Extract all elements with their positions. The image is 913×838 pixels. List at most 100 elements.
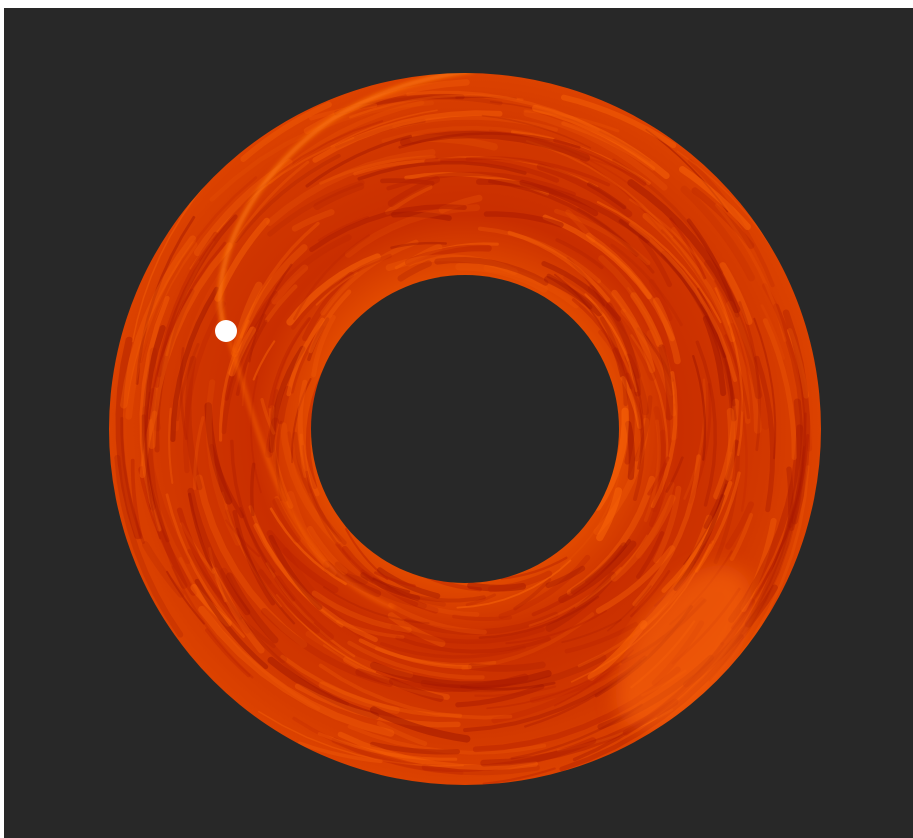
filament xyxy=(388,602,487,635)
filament xyxy=(686,218,740,318)
filament xyxy=(286,253,381,326)
filament xyxy=(171,565,254,679)
filament xyxy=(380,642,526,659)
filament xyxy=(455,684,545,708)
filament xyxy=(513,577,552,611)
spiral-wake-inner xyxy=(224,330,395,610)
filament xyxy=(135,216,196,385)
filament xyxy=(519,179,599,217)
filament xyxy=(683,378,707,500)
filament xyxy=(635,481,675,559)
filament xyxy=(209,444,245,519)
filament xyxy=(650,371,678,509)
filament xyxy=(185,356,203,491)
filament xyxy=(713,398,739,500)
filament xyxy=(646,329,678,441)
filament xyxy=(467,661,546,672)
filament xyxy=(335,118,426,149)
filament xyxy=(294,683,461,728)
filament xyxy=(400,130,590,162)
filament xyxy=(593,417,650,535)
filament xyxy=(754,355,776,513)
filament xyxy=(692,355,707,461)
filament xyxy=(176,507,250,634)
filament xyxy=(612,347,635,465)
filament xyxy=(620,375,643,430)
filament xyxy=(360,569,446,607)
filament xyxy=(713,440,740,565)
filament xyxy=(250,462,256,517)
filament xyxy=(421,737,597,772)
filament xyxy=(714,287,744,456)
filament xyxy=(377,567,441,599)
filament xyxy=(627,179,741,314)
filament xyxy=(598,255,675,396)
filament xyxy=(208,547,227,603)
filament xyxy=(566,475,656,596)
filament xyxy=(302,271,355,342)
disk-image xyxy=(4,8,913,838)
filament xyxy=(434,256,549,286)
filament xyxy=(731,434,810,630)
filament xyxy=(219,319,250,442)
filament xyxy=(594,407,629,511)
filament xyxy=(266,149,436,226)
filament xyxy=(309,103,378,121)
filament xyxy=(392,115,558,132)
filament xyxy=(546,273,593,310)
filament xyxy=(265,562,356,658)
filament xyxy=(225,519,260,558)
filament xyxy=(610,243,683,327)
filament xyxy=(671,226,751,424)
filament xyxy=(579,159,664,235)
filament xyxy=(397,260,432,282)
filament xyxy=(405,244,492,266)
filament xyxy=(131,178,210,343)
filament xyxy=(554,273,622,378)
filament xyxy=(630,292,663,348)
filament xyxy=(460,681,556,691)
filament xyxy=(532,104,670,180)
filament xyxy=(395,635,551,654)
filament xyxy=(482,767,556,785)
filament xyxy=(142,406,191,565)
filament xyxy=(385,254,518,276)
filament xyxy=(404,172,550,196)
filament xyxy=(702,315,727,397)
filament xyxy=(180,522,215,574)
filament xyxy=(270,389,288,502)
filament xyxy=(507,230,611,303)
filament xyxy=(234,160,310,243)
filament xyxy=(221,491,282,608)
filament xyxy=(587,157,646,182)
filament xyxy=(386,171,576,197)
filament xyxy=(240,101,332,162)
filament xyxy=(598,329,644,431)
filament xyxy=(139,410,158,479)
filament xyxy=(545,565,586,589)
filament xyxy=(148,242,233,449)
filament xyxy=(773,303,807,531)
filament xyxy=(347,640,485,680)
filament xyxy=(634,395,653,462)
filament xyxy=(305,134,412,188)
filament xyxy=(403,611,559,635)
filament xyxy=(138,466,198,596)
filament xyxy=(597,280,627,313)
filament xyxy=(214,217,270,302)
filament xyxy=(585,232,675,342)
filament xyxy=(740,411,748,512)
filament xyxy=(311,314,336,378)
filament xyxy=(221,313,267,435)
filament xyxy=(648,278,673,322)
filament xyxy=(628,222,738,382)
filament xyxy=(725,407,736,481)
filament xyxy=(195,474,308,648)
filament xyxy=(610,494,676,582)
filament xyxy=(154,288,195,453)
filament xyxy=(308,289,352,354)
filament xyxy=(618,219,727,358)
filament xyxy=(560,474,621,568)
filament xyxy=(374,571,416,588)
filament xyxy=(198,605,395,737)
